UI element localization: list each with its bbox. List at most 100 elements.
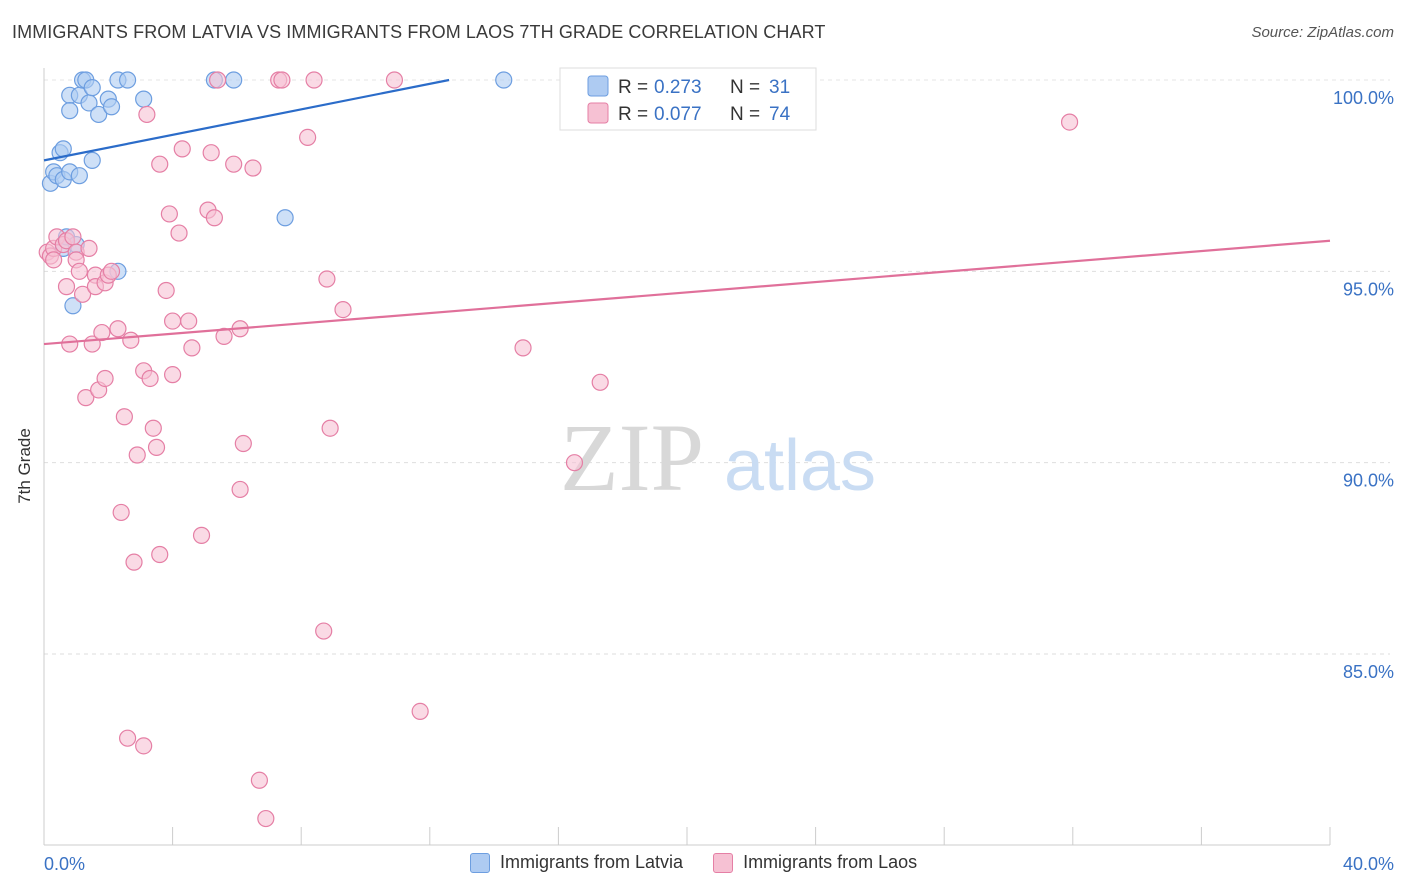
point-latvia	[276, 209, 294, 227]
point-laos	[151, 545, 169, 564]
point-laos	[244, 159, 262, 177]
point-latvia	[118, 71, 137, 89]
point-laos	[173, 140, 191, 158]
point-latvia	[83, 151, 101, 169]
legend-label-latvia: Immigrants from Latvia	[500, 852, 684, 872]
point-laos	[315, 622, 333, 640]
y-axis-label: 7th Grade	[15, 428, 34, 504]
point-laos	[225, 155, 243, 173]
point-laos	[305, 71, 323, 89]
point-laos	[234, 434, 252, 453]
point-laos	[70, 262, 88, 280]
point-laos	[96, 369, 114, 388]
point-laos	[215, 327, 233, 345]
point-laos	[250, 771, 269, 789]
point-latvia	[102, 98, 121, 116]
point-latvia	[495, 71, 513, 89]
point-laos	[170, 224, 188, 242]
point-laos	[135, 737, 153, 755]
axes	[43, 68, 1331, 846]
stats-legend-n-label-laos: N =	[730, 104, 760, 125]
stats-legend-r-value-latvia: 0.273	[654, 77, 702, 98]
point-laos	[77, 389, 95, 407]
point-laos	[205, 209, 223, 227]
point-laos	[164, 312, 182, 330]
watermark-atlas: atlas	[724, 426, 876, 506]
point-laos	[73, 285, 92, 303]
point-latvia	[135, 90, 153, 108]
point-laos	[334, 301, 352, 319]
point-laos	[160, 205, 178, 223]
x-tick-label-left: 0.0%	[44, 854, 85, 874]
stats-legend-r-label-laos: R =	[618, 104, 648, 125]
point-laos	[102, 262, 121, 280]
point-laos	[112, 503, 130, 522]
point-laos	[57, 278, 76, 296]
point-laos	[591, 373, 609, 391]
point-latvia	[64, 297, 82, 315]
point-laos	[318, 270, 336, 288]
legend-swatch-laos	[713, 852, 734, 873]
trend-line-laos	[43, 239, 1331, 346]
point-laos	[321, 419, 339, 437]
point-laos	[118, 729, 137, 747]
point-laos	[514, 339, 532, 357]
y-tick-labels: 100.0% 95.0% 90.0% 85.0%	[1333, 88, 1394, 682]
point-laos	[147, 438, 166, 456]
x-tick-label-right: 40.0%	[1343, 854, 1394, 874]
source-label: Source: ZipAtlas.com	[1251, 24, 1394, 41]
point-laos	[128, 446, 146, 464]
point-laos	[183, 339, 201, 357]
legend-swatch-latvia	[470, 852, 490, 873]
point-laos	[109, 320, 127, 338]
y-tick-label: 85.0%	[1343, 662, 1394, 682]
stats-legend-r-value-laos: 0.077	[654, 104, 702, 125]
stats-legend-n-label-latvia: N =	[730, 77, 760, 98]
point-laos	[565, 454, 584, 472]
data-points	[38, 71, 1079, 828]
point-laos	[273, 71, 291, 89]
point-latvia	[225, 71, 243, 89]
point-laos	[64, 228, 82, 246]
stats-legend-swatch-latvia	[587, 75, 609, 97]
point-laos	[164, 366, 182, 384]
point-laos	[80, 239, 98, 257]
y-tick-label: 95.0%	[1343, 279, 1394, 299]
chart-title: IMMIGRANTS FROM LATVIA VS IMMIGRANTS FRO…	[12, 22, 826, 42]
series-legend: Immigrants from Latvia Immigrants from L…	[470, 852, 947, 873]
stats-legend-n-value-laos: 74	[769, 104, 791, 125]
point-laos	[385, 71, 404, 89]
y-tick-label: 100.0%	[1333, 88, 1394, 108]
point-laos	[411, 702, 429, 721]
point-laos	[45, 251, 63, 269]
stats-legend-r-label-latvia: R =	[618, 77, 648, 98]
point-latvia	[83, 79, 101, 97]
point-laos	[93, 323, 111, 342]
y-tick-label: 90.0%	[1343, 471, 1394, 491]
stats-legend-swatch-laos	[587, 102, 609, 124]
point-laos	[125, 553, 143, 571]
point-laos	[144, 419, 162, 437]
point-laos	[61, 335, 79, 353]
point-laos	[157, 281, 175, 300]
legend-label-laos: Immigrants from Laos	[743, 852, 918, 872]
point-laos	[202, 144, 220, 162]
trend-line-latvia	[43, 78, 450, 162]
trend-lines	[43, 78, 1331, 346]
point-latvia	[70, 167, 88, 185]
stats-legend-n-value-latvia: 31	[769, 77, 790, 98]
point-laos	[122, 331, 140, 349]
point-laos	[138, 105, 156, 124]
point-latvia	[61, 102, 79, 120]
legend-item-latvia: Immigrants from Latvia	[470, 852, 683, 873]
point-laos	[209, 71, 227, 89]
point-laos	[1060, 113, 1079, 131]
legend-item-laos: Immigrants from Laos	[713, 852, 917, 873]
point-laos	[141, 369, 159, 388]
point-latvia	[90, 105, 108, 124]
point-laos	[299, 128, 317, 146]
point-laos	[257, 809, 275, 828]
watermark: ZIP atlas	[560, 404, 876, 511]
point-laos	[180, 312, 198, 330]
